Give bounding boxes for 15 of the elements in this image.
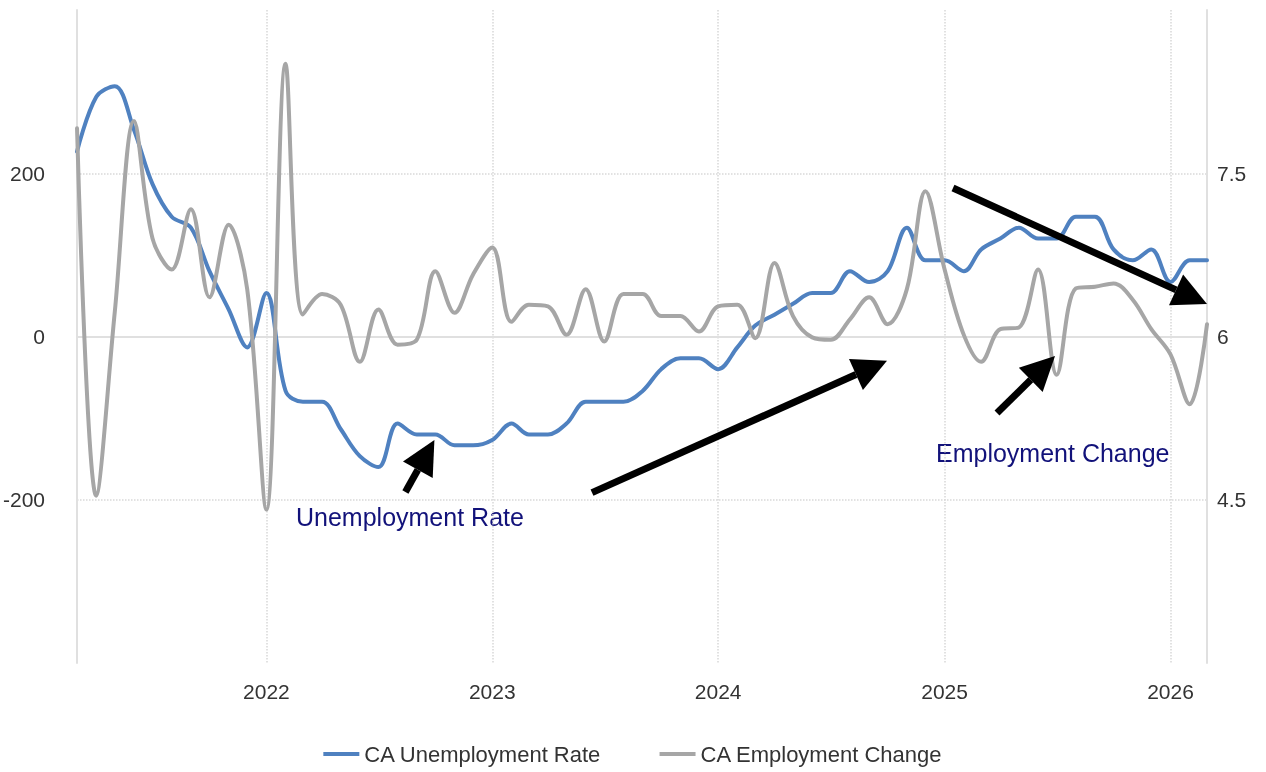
x-tick-label: 2023 xyxy=(468,680,516,703)
annotation: Employment Change xyxy=(936,438,1170,467)
x-tick-label: 2025 xyxy=(921,680,968,703)
y2-tick-label: 4.5 xyxy=(1217,488,1247,512)
annotation: Unemployment Rate xyxy=(296,502,524,531)
legend-label: CA Employment Change xyxy=(700,741,942,767)
legend-label: CA Unemployment Rate xyxy=(364,741,601,767)
y2-tick-label: 6 xyxy=(1217,325,1229,348)
x-tick-label: 2022 xyxy=(243,680,290,703)
x-tick-label: 2026 xyxy=(1147,680,1194,703)
y2-tick-label: 7.5 xyxy=(1217,161,1247,185)
y-tick-label: 0 xyxy=(33,325,46,348)
y-tick-label: -200 xyxy=(3,488,46,512)
x-tick-label: 2024 xyxy=(694,680,742,703)
y-tick-label: 200 xyxy=(9,161,46,185)
